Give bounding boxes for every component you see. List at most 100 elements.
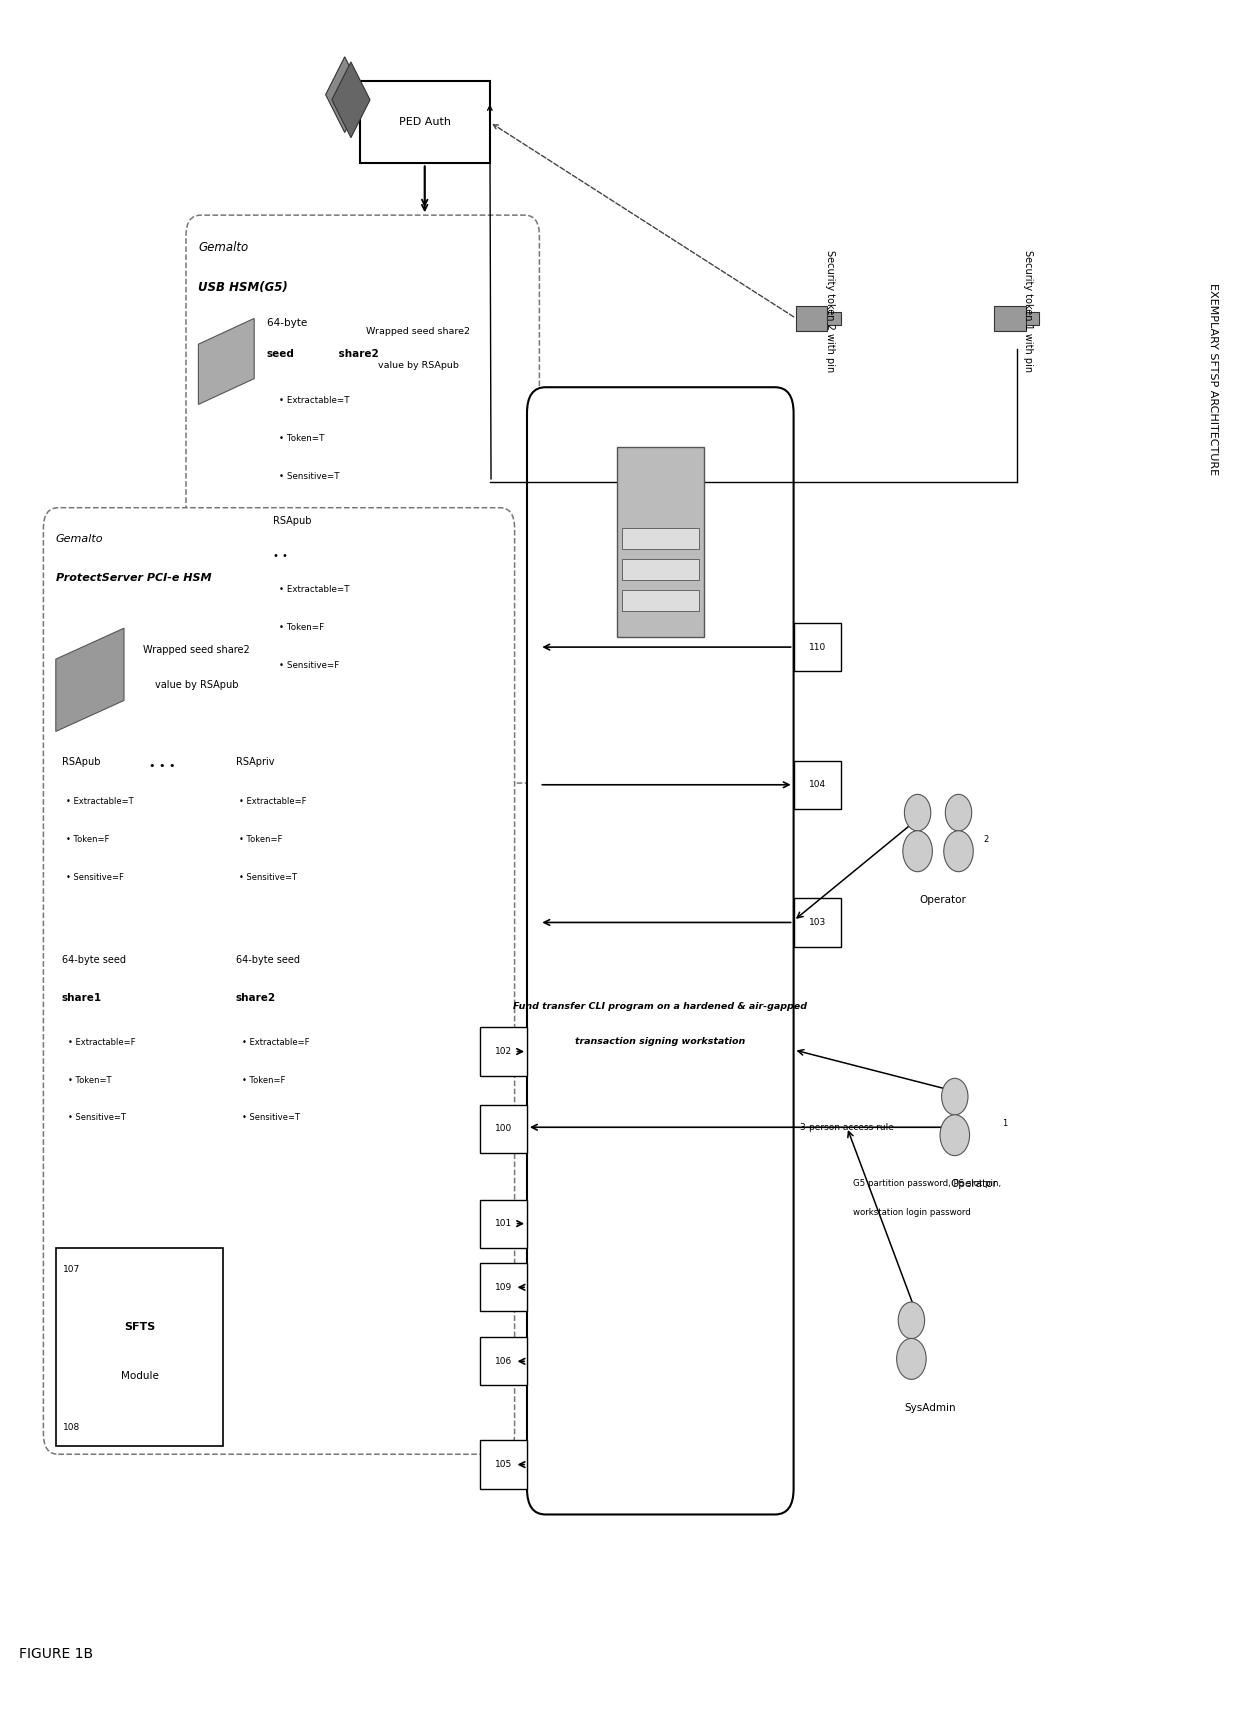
Text: • Extractable=T: • Extractable=T (279, 585, 350, 594)
Text: 102: 102 (495, 1046, 512, 1057)
Polygon shape (326, 57, 363, 133)
Text: • • •: • • • (149, 761, 175, 771)
Bar (360, 81, 490, 163)
Text: Module: Module (120, 1372, 159, 1382)
Polygon shape (796, 306, 827, 330)
Text: share1: share1 (62, 993, 102, 1003)
Text: USB HSM(G5): USB HSM(G5) (198, 281, 288, 294)
Text: 3-person access rule: 3-person access rule (800, 1122, 894, 1132)
Text: • Sensitive=T: • Sensitive=T (239, 873, 298, 881)
Ellipse shape (940, 1115, 970, 1157)
Bar (57, 1249, 222, 1444)
Text: • Token=F: • Token=F (66, 835, 109, 843)
Bar (480, 1337, 527, 1385)
Text: Security token 2 with pin: Security token 2 with pin (825, 250, 835, 372)
Ellipse shape (903, 831, 932, 873)
Text: 108: 108 (63, 1423, 81, 1432)
Text: • Sensitive=F: • Sensitive=F (279, 661, 340, 669)
Circle shape (904, 795, 931, 831)
Text: ProtectServer PCI-e HSM: ProtectServer PCI-e HSM (56, 573, 212, 583)
Text: • Sensitive=T: • Sensitive=T (242, 1113, 300, 1122)
Ellipse shape (897, 1339, 926, 1380)
Text: share2: share2 (335, 349, 378, 360)
Text: 110: 110 (808, 642, 826, 652)
Text: 106: 106 (495, 1356, 512, 1366)
Text: • Extractable=F: • Extractable=F (239, 797, 306, 805)
Text: Gemalto: Gemalto (198, 241, 249, 255)
Text: 109: 109 (495, 1282, 512, 1292)
Text: 2: 2 (983, 835, 988, 843)
Text: 100: 100 (495, 1124, 512, 1134)
Circle shape (898, 1303, 925, 1339)
Text: SysAdmin: SysAdmin (904, 1403, 956, 1413)
Text: share2: share2 (236, 993, 275, 1003)
Polygon shape (56, 628, 124, 731)
Polygon shape (994, 306, 1025, 330)
Text: 64-byte seed: 64-byte seed (236, 955, 300, 965)
Text: • Token=T: • Token=T (279, 434, 325, 442)
Bar (621, 590, 699, 611)
Text: • Extractable=F: • Extractable=F (242, 1038, 309, 1046)
Text: 64-byte: 64-byte (267, 318, 310, 329)
Text: Wrapped seed share2: Wrapped seed share2 (143, 645, 249, 656)
Bar (480, 1027, 527, 1076)
Text: RSApriv: RSApriv (236, 757, 274, 768)
Bar (621, 528, 699, 549)
Text: Gemalto: Gemalto (56, 534, 103, 544)
Text: • Sensitive=T: • Sensitive=T (68, 1113, 126, 1122)
Text: • •: • • (273, 551, 288, 561)
FancyBboxPatch shape (186, 215, 539, 783)
Text: RSApub: RSApub (273, 516, 311, 527)
Text: • Token=F: • Token=F (239, 835, 283, 843)
Text: value by RSApub: value by RSApub (378, 361, 459, 370)
FancyBboxPatch shape (43, 508, 515, 1454)
Text: RSApub: RSApub (62, 757, 100, 768)
Ellipse shape (944, 831, 973, 873)
Polygon shape (332, 62, 370, 138)
Circle shape (941, 1079, 968, 1115)
Bar (480, 1440, 527, 1489)
Text: Operator: Operator (919, 895, 966, 905)
Bar (621, 559, 699, 580)
Text: G5 partition password, PS slot pin,: G5 partition password, PS slot pin, (853, 1179, 1001, 1187)
Bar (794, 898, 841, 947)
Text: Security token 1 with pin: Security token 1 with pin (1023, 250, 1033, 372)
Text: 105: 105 (495, 1459, 512, 1470)
Circle shape (945, 795, 972, 831)
Text: EXEMPLARY SFTSP ARCHITECTURE: EXEMPLARY SFTSP ARCHITECTURE (1208, 282, 1218, 475)
Text: transaction signing workstation: transaction signing workstation (575, 1036, 745, 1046)
Bar (480, 1200, 527, 1248)
Text: value by RSApub: value by RSApub (155, 680, 238, 690)
Polygon shape (198, 318, 254, 404)
Text: Wrapped seed share2: Wrapped seed share2 (366, 327, 470, 336)
Bar (50, 516, 508, 1446)
Bar (480, 1263, 527, 1311)
Text: • Extractable=T: • Extractable=T (66, 797, 134, 805)
Text: • Token=F: • Token=F (242, 1076, 285, 1084)
Bar (480, 1105, 527, 1153)
Bar (794, 623, 841, 671)
FancyBboxPatch shape (527, 387, 794, 1514)
Bar (56, 1248, 223, 1446)
Text: 1: 1 (1002, 1119, 1007, 1127)
Text: 103: 103 (808, 917, 826, 928)
Text: 64-byte seed: 64-byte seed (62, 955, 126, 965)
Text: 104: 104 (808, 780, 826, 790)
Text: seed: seed (267, 349, 294, 360)
Text: • Token=F: • Token=F (279, 623, 324, 632)
Text: • Extractable=F: • Extractable=F (68, 1038, 135, 1046)
Text: • Token=T: • Token=T (68, 1076, 112, 1084)
Text: workstation login password: workstation login password (853, 1208, 971, 1217)
Bar (1025, 312, 1039, 325)
Text: Operator: Operator (950, 1179, 997, 1189)
Text: 101: 101 (495, 1218, 512, 1229)
Text: • Sensitive=T: • Sensitive=T (279, 472, 340, 480)
Text: Fund transfer CLI program on a hardened & air-gapped: Fund transfer CLI program on a hardened … (513, 1002, 807, 1012)
Text: 107: 107 (63, 1265, 81, 1274)
Text: • Extractable=T: • Extractable=T (279, 396, 350, 404)
Text: PED Auth: PED Auth (399, 117, 450, 127)
Text: SFTS: SFTS (124, 1322, 155, 1332)
Text: • Sensitive=F: • Sensitive=F (66, 873, 124, 881)
Bar (827, 312, 841, 325)
Bar (794, 761, 841, 809)
